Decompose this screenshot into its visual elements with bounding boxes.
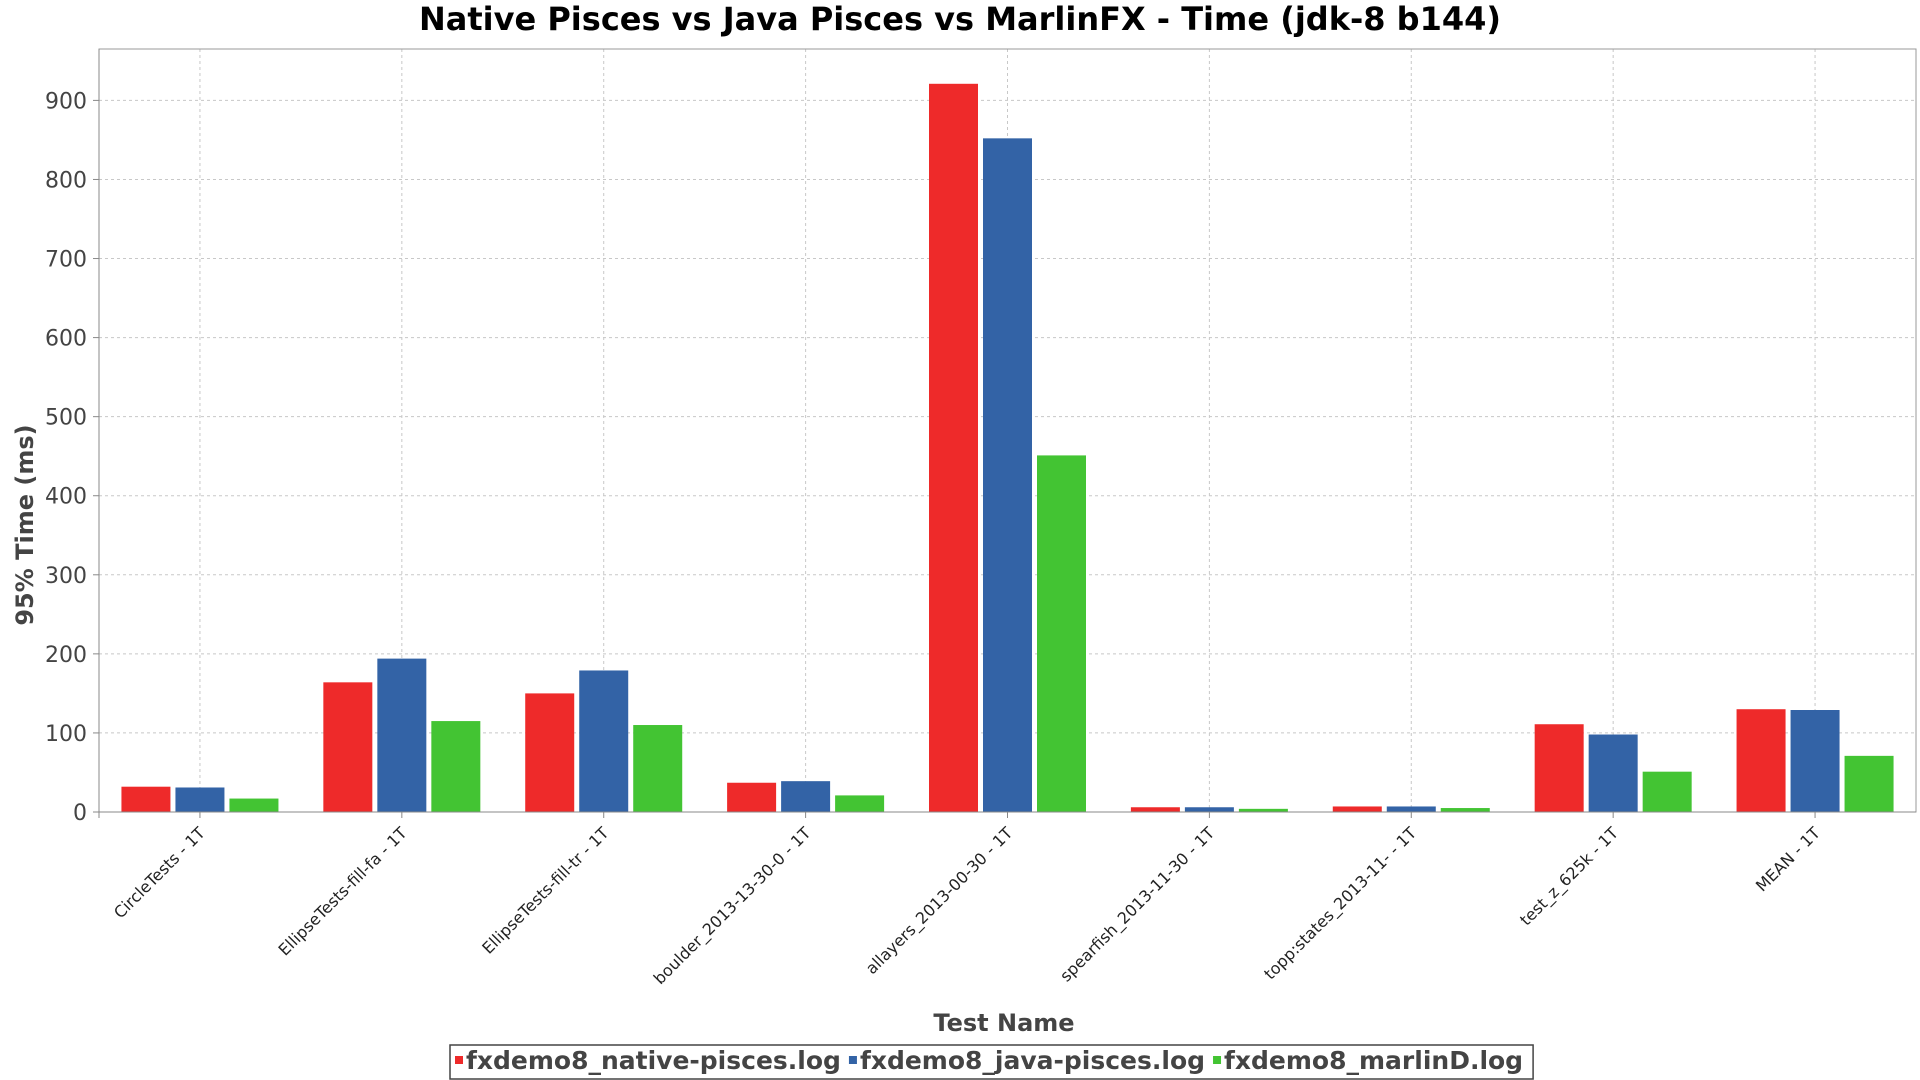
bar-2-8 <box>1588 734 1638 812</box>
bar-2-5 <box>983 138 1032 812</box>
y-tick-label: 0 <box>73 801 87 826</box>
bar-1-4 <box>727 782 777 812</box>
x-axis-label: Test Name <box>933 1009 1074 1037</box>
legend-swatch-2 <box>848 1056 857 1064</box>
bar-3-4 <box>835 795 885 812</box>
bar-2-7 <box>1386 806 1436 812</box>
bar-1-7 <box>1332 806 1382 812</box>
bar-2-3 <box>579 670 629 812</box>
legend-swatch-1 <box>455 1056 463 1064</box>
bar-1-8 <box>1534 724 1584 812</box>
bar-3-9 <box>1844 755 1894 812</box>
bar-3-6 <box>1238 808 1288 812</box>
x-tick-label: allayers_2013-00-30 - 1T <box>862 823 1017 978</box>
x-tick-label: MEAN - 1T <box>1752 823 1824 895</box>
legend-swatch-3 <box>1213 1056 1222 1064</box>
bar-2-2 <box>377 658 427 812</box>
bar-3-2 <box>431 721 481 812</box>
y-tick-label: 500 <box>45 406 87 431</box>
x-tick-label: EllipseTests-fill-tr - 1T <box>478 823 612 957</box>
bar-2-9 <box>1790 710 1840 812</box>
bar-3-3 <box>633 725 683 812</box>
y-tick-label: 600 <box>45 327 87 352</box>
bar-1-5 <box>929 83 978 813</box>
bar-2-4 <box>781 781 831 812</box>
y-tick-label: 200 <box>45 643 87 668</box>
y-tick-label: 100 <box>45 722 87 747</box>
bar-3-8 <box>1642 771 1692 812</box>
bar-1-1 <box>121 786 171 812</box>
legend-label-1: fxdemo8_native-pisces.log <box>466 1046 841 1075</box>
x-tick-label: boulder_2013-13-30-0 - 1T <box>650 823 816 989</box>
bar-3-1 <box>229 798 279 812</box>
bar-1-2 <box>323 682 373 812</box>
bar-1-3 <box>525 693 575 812</box>
x-axis: CircleTests - 1T EllipseTests-fill-fa - 1… <box>99 811 1916 989</box>
chart-title: Native Pisces vs Java Pisces vs MarlinFX… <box>419 0 1501 38</box>
bar-2-6 <box>1184 807 1234 812</box>
x-tick-label: CircleTests - 1T <box>110 823 209 922</box>
bar-1-6 <box>1130 807 1180 812</box>
bar-1-9 <box>1736 709 1786 812</box>
x-tick-label: EllipseTests-fill-fa - 1T <box>275 823 411 959</box>
x-tick-label: test_z_625k - 1T <box>1516 823 1623 930</box>
y-tick-label: 300 <box>45 564 87 589</box>
x-tick-label: spearfish_2013-11-30 - 1T <box>1056 823 1219 986</box>
x-tick-label: topp:states_2013-11- - 1T <box>1260 823 1421 984</box>
bars <box>121 83 1894 813</box>
legend-label-2: fxdemo8_java-pisces.log <box>860 1046 1205 1075</box>
bar-3-5 <box>1037 455 1086 812</box>
y-tick-label: 700 <box>45 248 87 273</box>
y-tick-label: 400 <box>45 485 87 510</box>
bar-3-7 <box>1440 808 1490 812</box>
y-tick-label: 900 <box>45 89 87 114</box>
y-axis-label: 95% Time (ms) <box>11 424 39 625</box>
y-axis: 0 100 200 300 400 500 600 700 800 900 <box>45 49 100 826</box>
legend-label-3: fxdemo8_marlinD.log <box>1224 1046 1523 1075</box>
y-tick-label: 800 <box>45 168 87 193</box>
legend: fxdemo8_native-pisces.log fxdemo8_java-pi… <box>449 1044 1534 1080</box>
bar-2-1 <box>175 787 225 812</box>
legend-box <box>449 1044 1534 1080</box>
